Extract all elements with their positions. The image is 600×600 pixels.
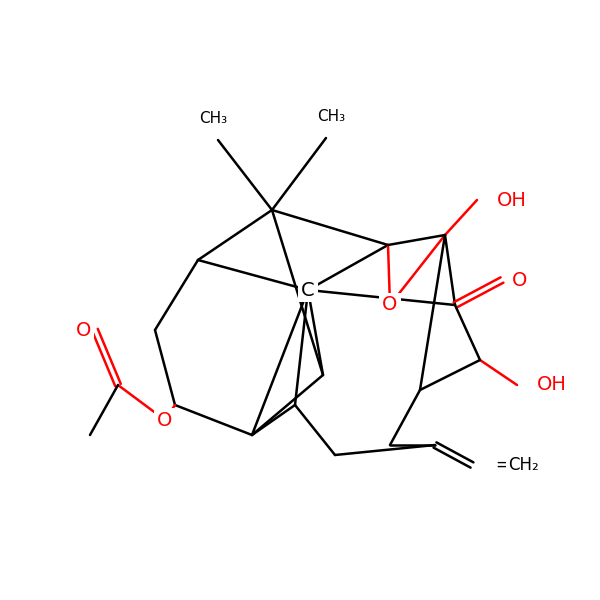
- Text: O: O: [76, 320, 91, 340]
- Text: C: C: [301, 280, 315, 299]
- Text: CH₃: CH₃: [317, 109, 345, 124]
- Text: CH₂: CH₂: [508, 456, 539, 474]
- Text: OH: OH: [537, 376, 567, 395]
- Text: O: O: [512, 271, 527, 289]
- Text: O: O: [157, 410, 173, 430]
- Text: CH₃: CH₃: [199, 111, 227, 126]
- Text: O: O: [382, 295, 398, 314]
- Text: =: =: [496, 456, 513, 474]
- Text: OH: OH: [497, 191, 527, 209]
